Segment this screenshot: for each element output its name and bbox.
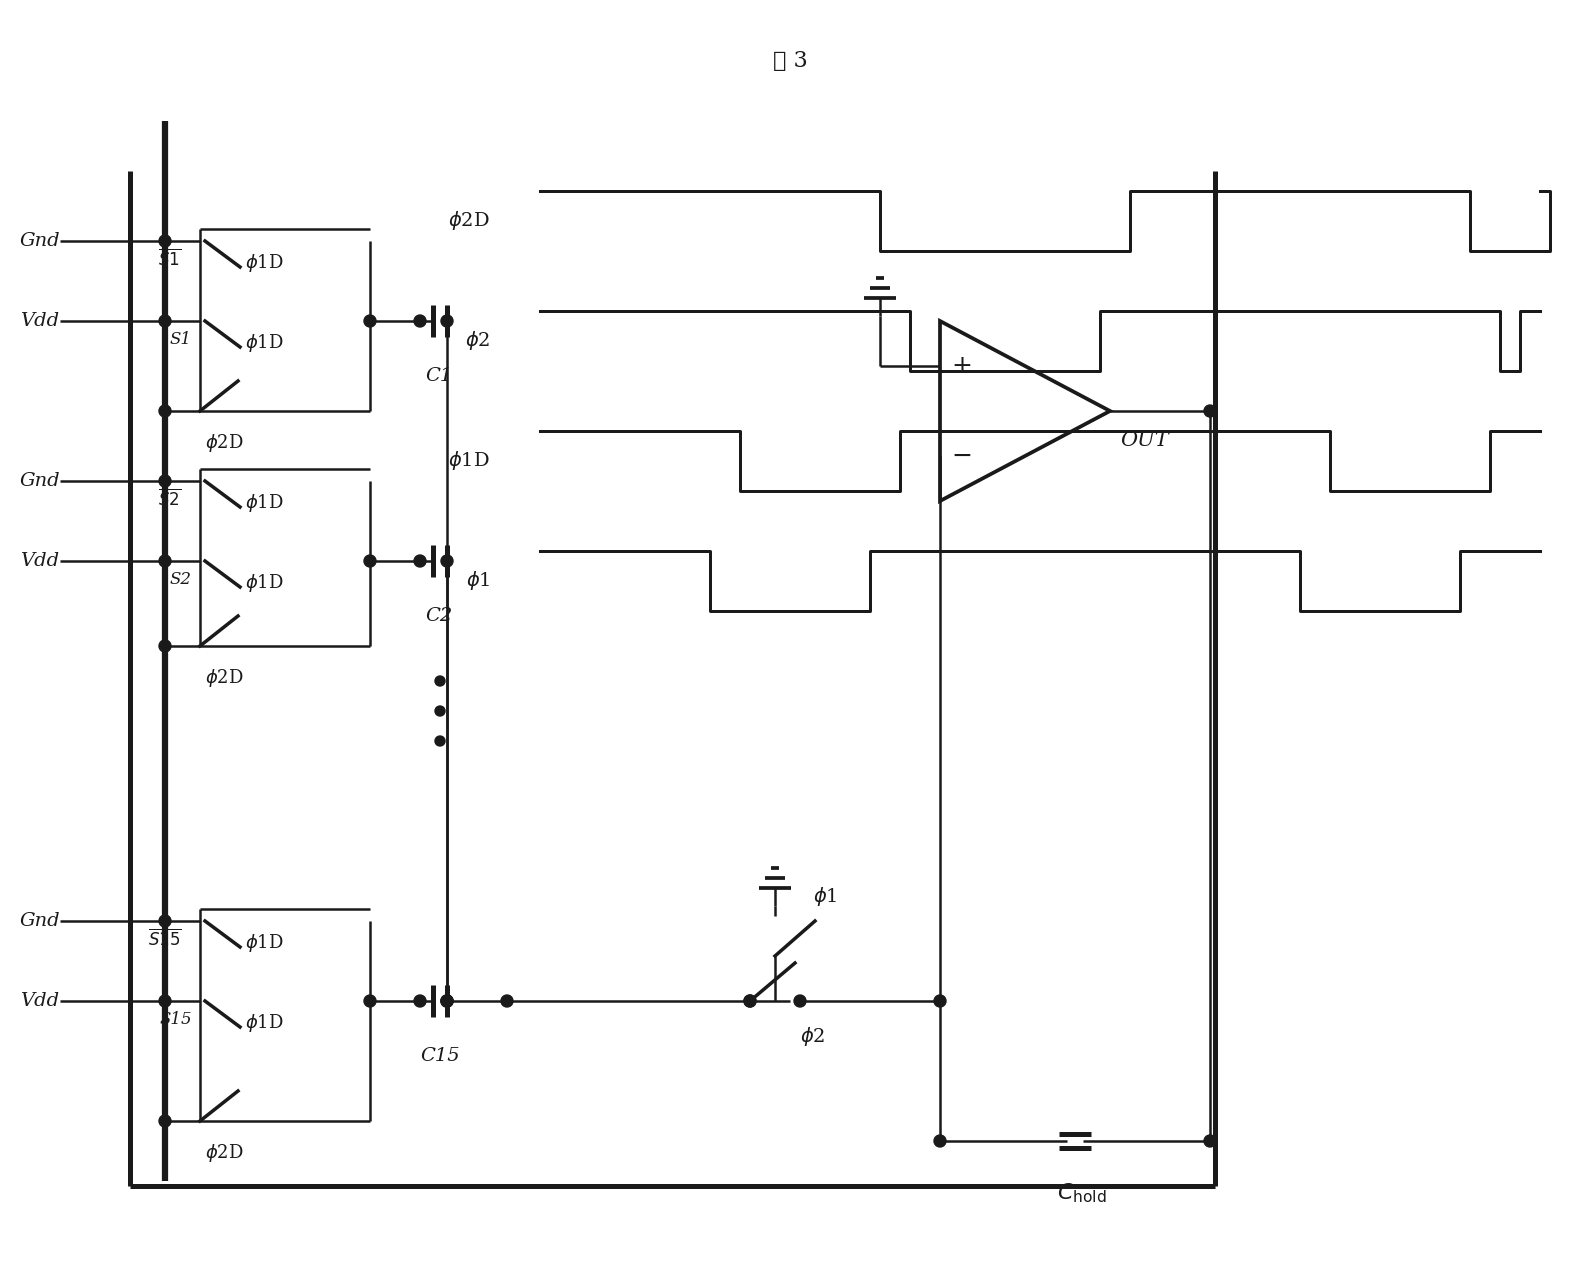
Circle shape bbox=[160, 1114, 171, 1127]
Text: $\phi$1D: $\phi$1D bbox=[245, 492, 283, 514]
Circle shape bbox=[160, 475, 171, 487]
Circle shape bbox=[435, 737, 444, 746]
Text: $\overline{S2}$: $\overline{S2}$ bbox=[158, 488, 182, 510]
Text: S1: S1 bbox=[171, 330, 191, 347]
Circle shape bbox=[934, 995, 945, 1007]
Circle shape bbox=[441, 995, 454, 1007]
Text: $\overline{S15}$: $\overline{S15}$ bbox=[149, 929, 182, 949]
Circle shape bbox=[1205, 1135, 1216, 1146]
Circle shape bbox=[160, 995, 171, 1007]
Text: $C_{\rm hold}$: $C_{\rm hold}$ bbox=[1058, 1181, 1107, 1205]
Text: S2: S2 bbox=[171, 570, 191, 588]
Text: +: + bbox=[952, 354, 972, 378]
Text: C1: C1 bbox=[425, 366, 452, 386]
Text: $\phi$2D: $\phi$2D bbox=[206, 1141, 243, 1164]
Text: Gnd: Gnd bbox=[21, 912, 60, 930]
Circle shape bbox=[160, 315, 171, 327]
Text: Gnd: Gnd bbox=[21, 471, 60, 491]
Circle shape bbox=[160, 640, 171, 652]
Circle shape bbox=[1205, 405, 1216, 418]
Circle shape bbox=[441, 995, 454, 1007]
Text: $\phi$1D: $\phi$1D bbox=[245, 933, 283, 954]
Circle shape bbox=[414, 315, 425, 327]
Text: Gnd: Gnd bbox=[21, 232, 60, 250]
Text: $\phi$1: $\phi$1 bbox=[465, 570, 490, 593]
Circle shape bbox=[414, 555, 425, 567]
Circle shape bbox=[441, 995, 454, 1007]
Circle shape bbox=[934, 1135, 945, 1146]
Text: $\phi$1: $\phi$1 bbox=[813, 884, 838, 907]
Text: −: − bbox=[952, 445, 972, 468]
Circle shape bbox=[364, 555, 376, 567]
Circle shape bbox=[794, 995, 806, 1007]
Text: Vdd: Vdd bbox=[21, 991, 58, 1009]
Circle shape bbox=[435, 706, 444, 716]
Text: $\overline{S1}$: $\overline{S1}$ bbox=[158, 249, 182, 269]
Circle shape bbox=[364, 995, 376, 1007]
Circle shape bbox=[414, 995, 425, 1007]
Circle shape bbox=[441, 315, 454, 327]
Text: $\phi$1D: $\phi$1D bbox=[245, 332, 283, 354]
Text: $\phi$2: $\phi$2 bbox=[465, 329, 490, 352]
Text: $\phi$1D: $\phi$1D bbox=[449, 450, 490, 473]
Text: $\phi$2: $\phi$2 bbox=[800, 1025, 825, 1048]
Circle shape bbox=[435, 676, 444, 687]
Text: S15: S15 bbox=[160, 1011, 193, 1027]
Text: $\phi$2D: $\phi$2D bbox=[449, 210, 490, 232]
Circle shape bbox=[745, 995, 756, 1007]
Circle shape bbox=[501, 995, 512, 1007]
Circle shape bbox=[160, 405, 171, 418]
Circle shape bbox=[364, 315, 376, 327]
Text: Vdd: Vdd bbox=[21, 313, 58, 330]
Text: OUT: OUT bbox=[1119, 432, 1168, 451]
Text: $\phi$1D: $\phi$1D bbox=[245, 573, 283, 594]
Text: $\phi$1D: $\phi$1D bbox=[245, 252, 283, 274]
Text: 图 3: 图 3 bbox=[773, 50, 808, 72]
Circle shape bbox=[160, 555, 171, 567]
Text: $\phi$1D: $\phi$1D bbox=[245, 1012, 283, 1034]
Text: C15: C15 bbox=[421, 1047, 460, 1065]
Text: Vdd: Vdd bbox=[21, 552, 58, 570]
Text: C2: C2 bbox=[425, 607, 452, 625]
Text: $\phi$2D: $\phi$2D bbox=[206, 432, 243, 453]
Circle shape bbox=[160, 234, 171, 247]
Text: $\phi$2D: $\phi$2D bbox=[206, 667, 243, 689]
Circle shape bbox=[160, 915, 171, 927]
Circle shape bbox=[441, 555, 454, 567]
Circle shape bbox=[745, 995, 756, 1007]
